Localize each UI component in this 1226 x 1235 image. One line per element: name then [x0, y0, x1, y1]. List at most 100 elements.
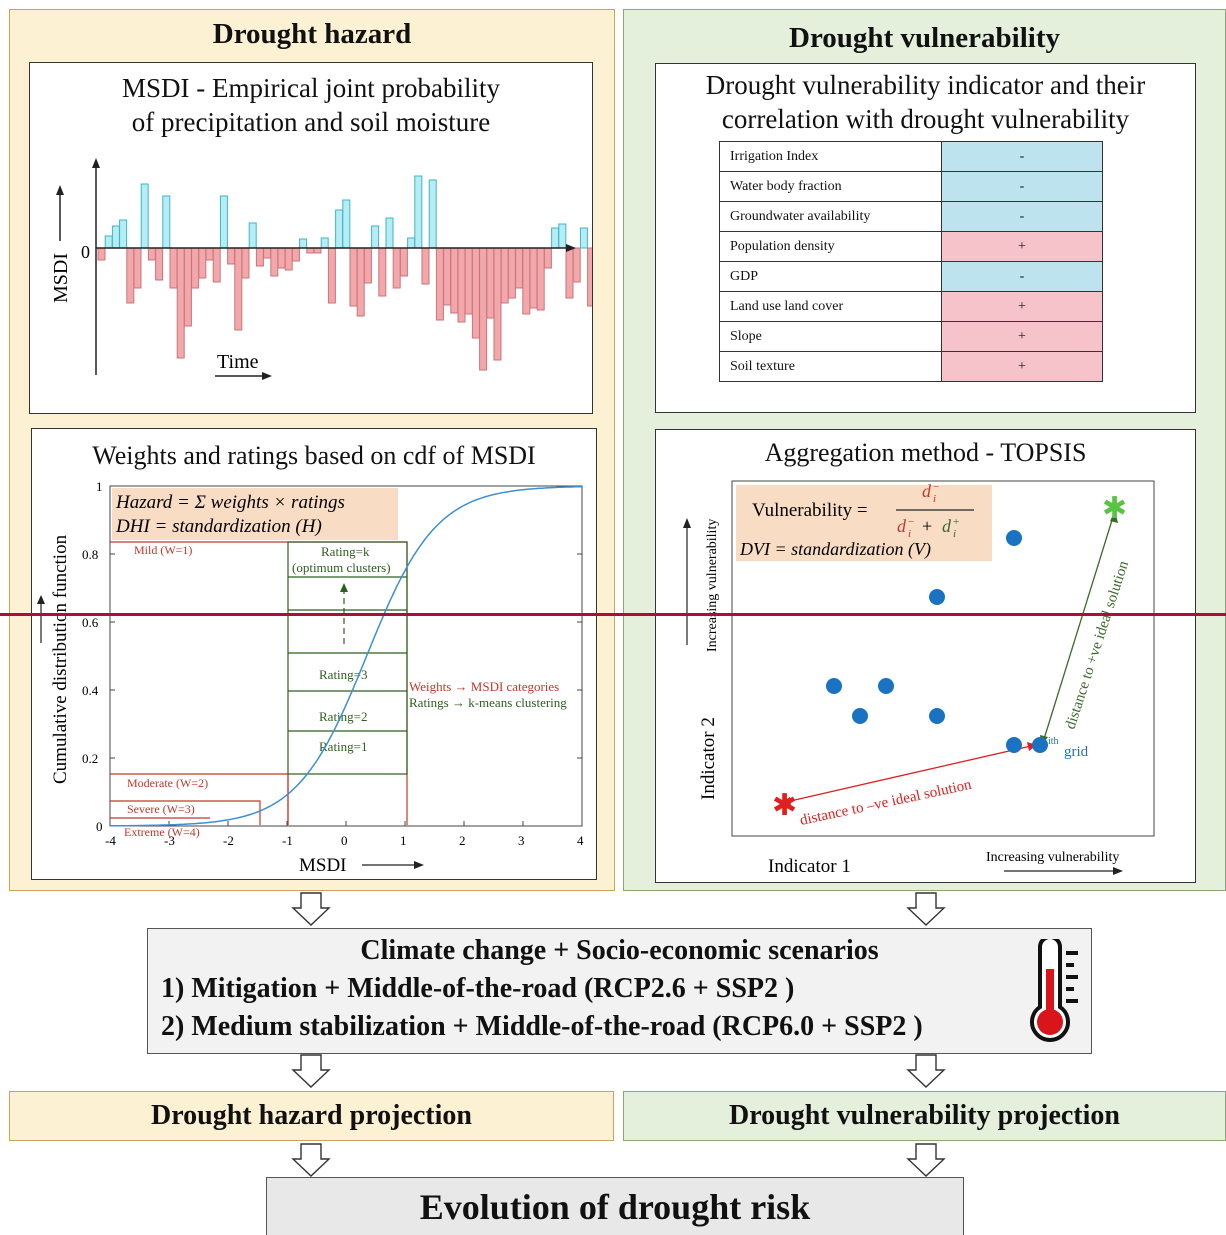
- msdi-title-line2: of precipitation and soil moisture: [131, 107, 491, 137]
- topsis-chart: Vulnerability = d i − d i − + d i + DVI …: [683, 480, 1155, 877]
- topsis-yaxis-increasing: Increasing vulnerability: [705, 519, 720, 652]
- msdi-bar: [572, 247, 581, 283]
- table-row: Groundwater availability -: [719, 201, 1103, 232]
- svg-text:−: −: [933, 481, 939, 493]
- rating-2: Rating=2: [319, 709, 368, 724]
- msdi-box: MSDI - Empirical joint probability of pr…: [29, 62, 593, 414]
- cdf-ytick: 0.8: [82, 547, 98, 562]
- cdf-ytick: 0.2: [82, 751, 98, 766]
- scenario-1: 1) Mitigation + Middle-of-the-road (RCP2…: [161, 973, 795, 1004]
- indicator-sign: +: [941, 351, 1103, 382]
- rating-k: Rating=k: [321, 544, 370, 559]
- svg-text:+: +: [953, 516, 959, 528]
- alternative-point: [1006, 530, 1022, 546]
- cdf-ytick: 0.4: [82, 683, 99, 698]
- svg-text:i: i: [933, 493, 936, 505]
- table-row: Water body fraction -: [719, 171, 1103, 202]
- cdf-xtick: -2: [223, 833, 234, 848]
- alternative-point: [929, 708, 945, 724]
- topsis-title: Aggregation method - TOPSIS: [764, 438, 1087, 467]
- table-row: Soil texture +: [719, 351, 1103, 382]
- category-severe: Severe (W=3): [127, 802, 195, 816]
- rating-1: Rating=1: [319, 739, 368, 754]
- indicator-sign: +: [941, 321, 1103, 352]
- cdf-ytick: 1: [96, 479, 103, 494]
- indicator-sign: -: [941, 201, 1103, 232]
- cdf-title: Weights and ratings based on cdf of MSDI: [92, 441, 536, 470]
- topsis-formula-lhs: Vulnerability =: [752, 500, 868, 521]
- msdi-timeseries: 0 MSDI Time: [50, 158, 592, 380]
- indicator-name: Land use land cover: [719, 291, 942, 322]
- indicator-sign: -: [941, 261, 1103, 292]
- neg-ideal-star: ✱: [772, 789, 797, 822]
- vulnerability-projection-label: Drought vulnerability projection: [729, 1100, 1120, 1131]
- svg-text:+: +: [922, 516, 932, 536]
- topsis-xlabel: Indicator 1: [768, 856, 851, 877]
- hazard-title: Drought hazard: [212, 18, 412, 50]
- alternative-point: [826, 678, 842, 694]
- svg-text:i: i: [953, 528, 956, 540]
- indicator-name: Water body fraction: [719, 171, 942, 202]
- result-label: Evolution of drought risk: [419, 1187, 811, 1227]
- table-row: GDP -: [719, 261, 1103, 292]
- result-box: Evolution of drought risk: [266, 1177, 964, 1235]
- vulnerability-projection-box: Drought vulnerability projection: [623, 1091, 1226, 1141]
- cdf-box: Weights and ratings based on cdf of MSDI…: [31, 428, 597, 880]
- table-row: Land use land cover +: [719, 291, 1103, 322]
- grid-label: grid: [1064, 744, 1089, 760]
- msdi-bar: [579, 227, 588, 249]
- rating-k-note: (optimum clusters): [292, 560, 391, 575]
- table-row: Population density +: [719, 231, 1103, 262]
- cdf-ylabel: Cumulative distribution function: [50, 534, 71, 784]
- alternative-point: [878, 678, 894, 694]
- indicator-name: Groundwater availability: [719, 201, 942, 232]
- rating-3: Rating=3: [319, 667, 368, 682]
- msdi-ylabel: MSDI: [50, 253, 72, 303]
- table-row: Slope +: [719, 321, 1103, 352]
- alternative-point: [1032, 737, 1048, 753]
- indicator-name: Soil texture: [719, 351, 942, 382]
- thermometer-icon: [1030, 939, 1078, 1042]
- indicator-sign: +: [941, 231, 1103, 262]
- topsis-xaxis-increasing: Increasing vulnerability: [986, 850, 1119, 865]
- hazard-projection-label: Drought hazard projection: [151, 1100, 472, 1131]
- msdi-title-line1: MSDI - Empirical joint probability: [122, 73, 500, 103]
- note-ratings: Ratings → k-means clustering: [409, 695, 567, 710]
- scenarios-box: Climate change + Socio-economic scenario…: [147, 928, 1092, 1054]
- cdf-xtick: -4: [105, 833, 116, 848]
- cdf-xtick: -3: [164, 833, 175, 848]
- svg-text:d: d: [897, 516, 907, 536]
- grid-sup: ith: [1048, 736, 1059, 747]
- vulnerability-title: Drought vulnerability: [789, 22, 1060, 54]
- cdf-xlabel: MSDI: [299, 855, 347, 876]
- category-extreme: Extreme (W=4): [124, 825, 200, 839]
- cdf-xtick: 3: [518, 833, 525, 848]
- indicator-name: Population density: [719, 231, 942, 262]
- cdf-formula-1: Hazard = Σ weights × ratings: [115, 492, 345, 513]
- cdf-formula-2: DHI = standardization (H): [115, 516, 322, 537]
- cdf-xtick: -1: [282, 833, 293, 848]
- svg-text:−: −: [908, 516, 914, 528]
- indicator-title-line1: Drought vulnerability indicator and thei…: [705, 70, 1146, 100]
- pos-ideal-star: ✱: [1102, 492, 1127, 525]
- cdf-xtick: 0: [341, 833, 348, 848]
- cdf-xtick: 2: [459, 833, 466, 848]
- alternative-point: [1006, 737, 1022, 753]
- scenarios-title: Climate change + Socio-economic scenario…: [360, 935, 879, 966]
- indicator-box: Drought vulnerability indicator and thei…: [655, 63, 1196, 413]
- indicator-name: GDP: [719, 261, 942, 292]
- svg-text:d: d: [922, 481, 932, 501]
- category-mild: Mild (W=1): [134, 543, 192, 557]
- svg-text:i: i: [908, 528, 911, 540]
- cdf-xtick: 4: [577, 833, 584, 848]
- cdf-ytick: 0: [96, 819, 103, 834]
- svg-text:d: d: [942, 516, 952, 536]
- category-moderate: Moderate (W=2): [127, 776, 208, 790]
- msdi-xlabel: Time: [217, 351, 259, 373]
- cdf-xtick: 1: [400, 833, 407, 848]
- topsis-box: Aggregation method - TOPSIS Vulnerabilit…: [655, 429, 1196, 883]
- msdi-bar: [587, 247, 592, 307]
- indicator-sign: -: [941, 141, 1103, 172]
- topsis-formula-2: DVI = standardization (V): [739, 539, 931, 560]
